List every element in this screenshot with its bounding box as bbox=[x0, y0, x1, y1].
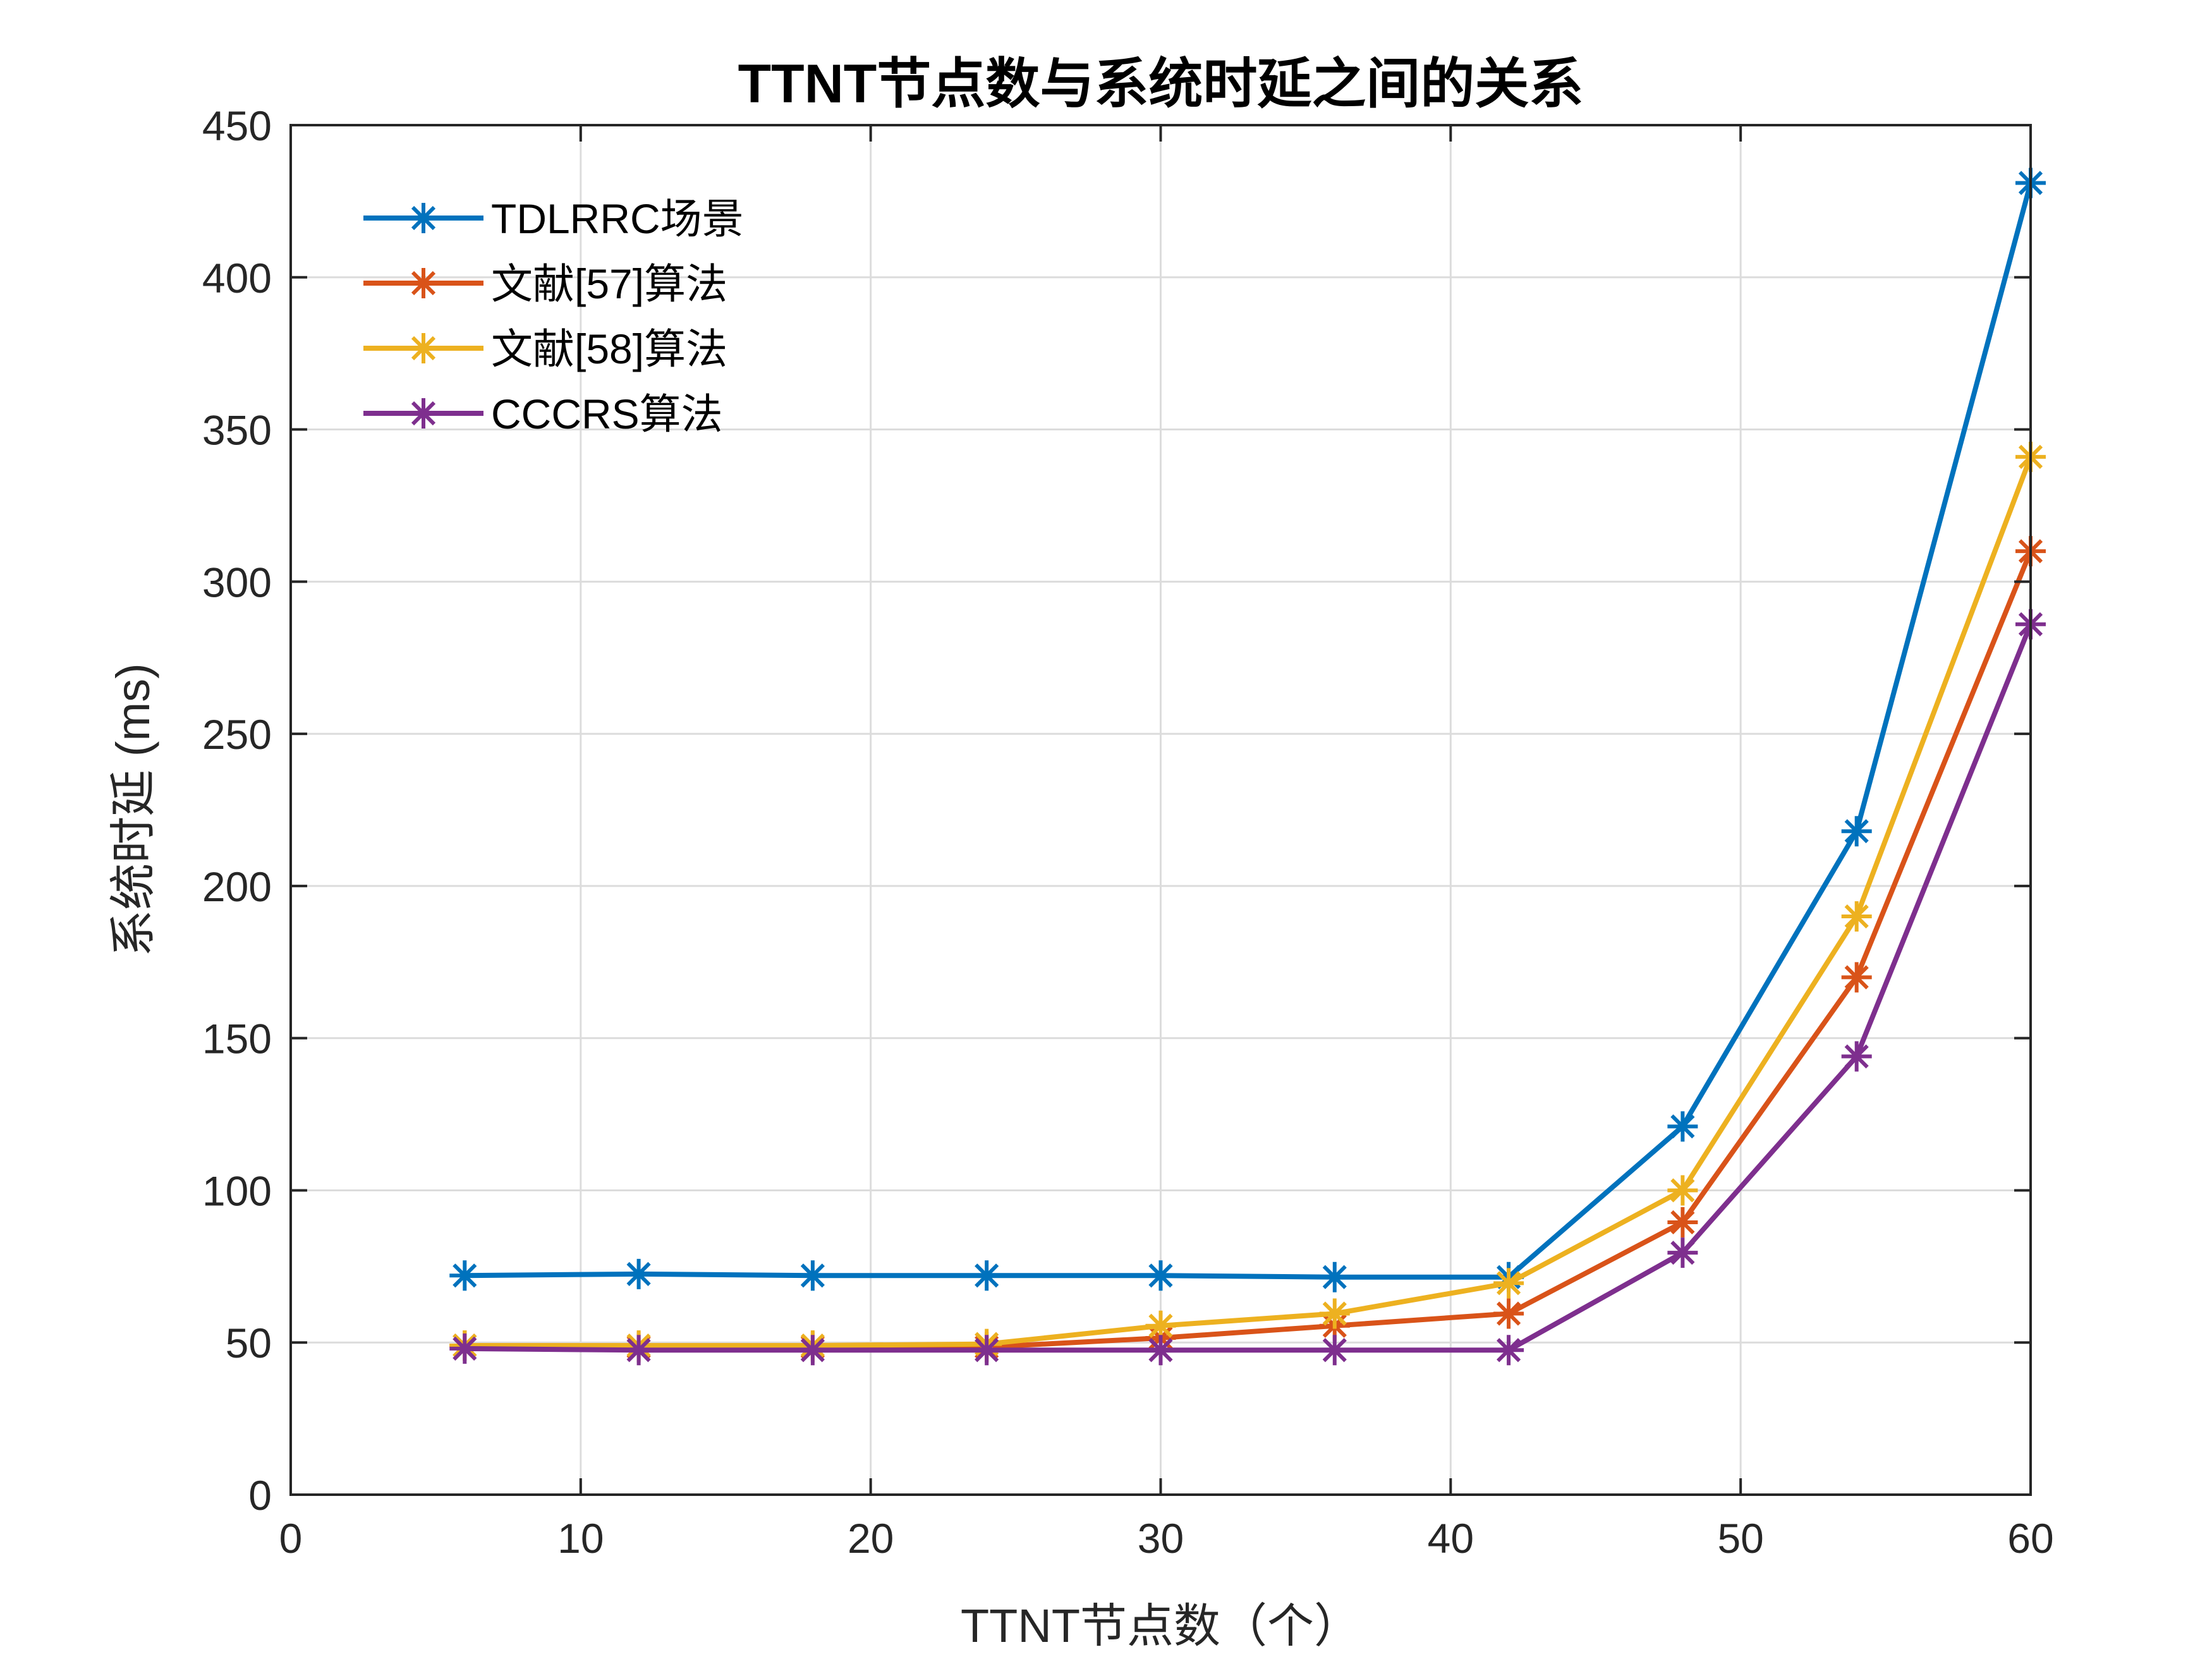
x-tick-label: 30 bbox=[1138, 1515, 1184, 1562]
x-tick-label: 60 bbox=[2007, 1515, 2053, 1562]
y-tick-label: 200 bbox=[202, 863, 272, 910]
legend-label: 文献[58]算法 bbox=[491, 325, 727, 372]
legend-marker bbox=[408, 398, 439, 428]
x-tick-label: 10 bbox=[557, 1515, 604, 1562]
data-point bbox=[1493, 1298, 1524, 1329]
y-tick-label: 50 bbox=[226, 1320, 272, 1366]
data-point bbox=[1667, 1175, 1698, 1206]
legend-marker bbox=[408, 333, 439, 363]
data-point bbox=[1667, 1237, 1698, 1268]
series-layer bbox=[449, 167, 2046, 1366]
y-tick-label: 150 bbox=[202, 1016, 272, 1062]
legend-entry: 文献[57]算法 bbox=[363, 260, 727, 307]
data-point bbox=[1841, 816, 1872, 847]
x-tick-label: 0 bbox=[279, 1515, 303, 1562]
y-tick-label: 400 bbox=[202, 255, 272, 301]
data-point bbox=[623, 1335, 654, 1366]
data-point bbox=[1145, 1335, 1176, 1366]
data-point bbox=[449, 1260, 480, 1291]
data-point bbox=[1841, 901, 1872, 932]
legend-label: TDLRRC场景 bbox=[491, 195, 744, 242]
series-line bbox=[462, 180, 2033, 1280]
data-point bbox=[1841, 1041, 1872, 1072]
data-point bbox=[449, 1333, 480, 1364]
legend-marker bbox=[408, 268, 439, 298]
x-tick-label: 20 bbox=[848, 1515, 894, 1562]
series-line bbox=[462, 454, 2033, 1349]
y-tick-label: 100 bbox=[202, 1167, 272, 1214]
x-axis-title: TTNT节点数（个） bbox=[961, 1600, 1361, 1652]
y-tick-label: 250 bbox=[202, 711, 272, 758]
legend-entry: 文献[58]算法 bbox=[363, 325, 727, 372]
legend-marker bbox=[408, 203, 439, 233]
legend-entry: CCCRS算法 bbox=[363, 391, 723, 437]
data-point bbox=[1493, 1268, 1524, 1299]
data-point bbox=[1319, 1298, 1350, 1329]
data-point bbox=[1493, 1335, 1524, 1366]
data-point bbox=[1667, 1207, 1698, 1238]
y-tick-label: 450 bbox=[202, 102, 272, 149]
x-tick-label: 50 bbox=[1717, 1515, 1763, 1562]
chart-title: TTNT节点数与系统时延之间的关系 bbox=[738, 54, 1584, 114]
x-tick-label: 40 bbox=[1428, 1515, 1474, 1562]
y-tick-label: 300 bbox=[202, 559, 272, 605]
data-point bbox=[971, 1335, 1002, 1366]
y-tick-label: 0 bbox=[248, 1472, 272, 1519]
series-4 bbox=[449, 609, 2046, 1366]
data-point bbox=[1841, 962, 1872, 993]
legend-entry: TDLRRC场景 bbox=[363, 195, 744, 242]
data-point bbox=[797, 1260, 828, 1291]
data-point bbox=[971, 1260, 1002, 1291]
series-line bbox=[462, 621, 2033, 1353]
legend-label: 文献[57]算法 bbox=[491, 260, 727, 307]
data-point bbox=[1667, 1111, 1698, 1142]
y-tick-label: 350 bbox=[202, 407, 272, 454]
y-axis-title: 系统时延 (ms) bbox=[107, 663, 159, 957]
data-point bbox=[1319, 1261, 1350, 1292]
axis-ticks: 0 10 20 30 40 50 60 0 50 100 150 200 250 300 350 400 450 bbox=[202, 102, 2054, 1562]
data-point bbox=[1145, 1260, 1176, 1291]
legend-label: CCCRS算法 bbox=[491, 391, 723, 437]
data-point bbox=[1319, 1335, 1350, 1366]
data-point bbox=[623, 1258, 654, 1289]
data-point bbox=[797, 1335, 828, 1366]
